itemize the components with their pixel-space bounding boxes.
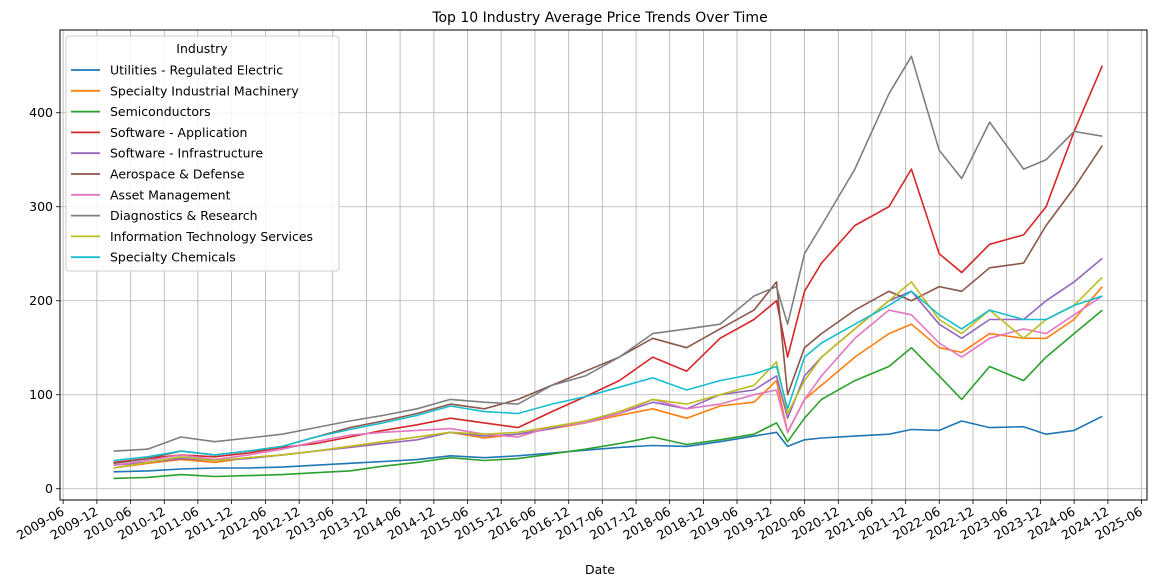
series-line-3 xyxy=(113,309,1103,480)
legend-label: Aerospace & Defense xyxy=(110,167,245,182)
series-lines xyxy=(113,55,1104,480)
series-line-9 xyxy=(113,276,1103,469)
x-axis: 2009-062009-122010-062010-122011-062011-… xyxy=(14,500,1145,543)
legend-label: Information Technology Services xyxy=(110,229,313,244)
legend-label: Software - Infrastructure xyxy=(110,146,263,161)
y-tick-label: 400 xyxy=(29,105,53,120)
y-tick-label: 100 xyxy=(29,387,53,402)
y-tick-label: 0 xyxy=(45,481,53,496)
legend-label: Asset Management xyxy=(110,187,231,202)
legend-label: Software - Application xyxy=(110,125,247,140)
x-axis-label: Date xyxy=(585,562,615,577)
legend-title: Industry xyxy=(176,41,228,56)
series-line-2 xyxy=(113,286,1103,469)
plot-area-frame xyxy=(59,29,1148,501)
chart-title: Top 10 Industry Average Price Trends Ove… xyxy=(431,10,767,26)
legend-items: Utilities - Regulated Electric Specialty … xyxy=(71,63,313,265)
legend-label: Specialty Chemicals xyxy=(110,250,236,265)
series-line-1 xyxy=(113,415,1103,473)
series-line-7 xyxy=(113,295,1103,466)
legend-label: Diagnostics & Research xyxy=(110,208,258,223)
y-tick-label: 300 xyxy=(29,199,53,214)
y-axis: 0 100 200 300 400 xyxy=(29,105,60,496)
legend: Industry Utilities - Regulated Electric S… xyxy=(65,35,340,272)
y-tick-label: 200 xyxy=(29,293,53,308)
series-line-8 xyxy=(113,55,1103,452)
series-line-10 xyxy=(113,290,1103,462)
legend-label: Specialty Industrial Machinery xyxy=(110,83,299,98)
legend-label: Semiconductors xyxy=(110,104,211,119)
legend-box xyxy=(65,35,340,272)
legend-label: Utilities - Regulated Electric xyxy=(110,63,283,78)
